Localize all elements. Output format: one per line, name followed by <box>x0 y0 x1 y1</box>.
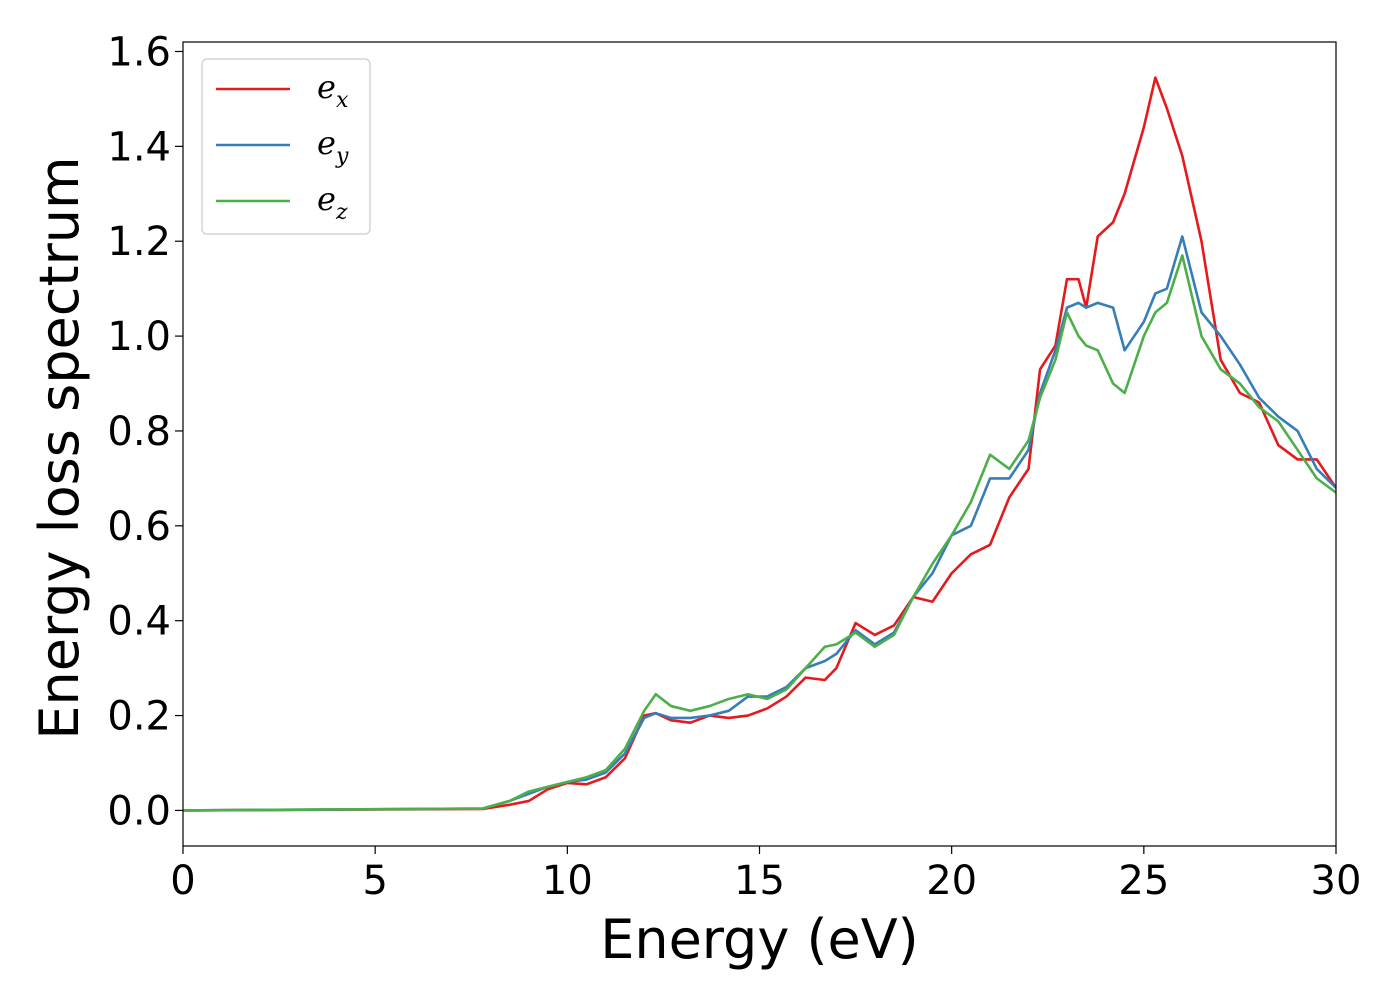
x-axis-title: Energy (eV) <box>600 908 919 971</box>
legend-label-base: e <box>317 124 336 162</box>
x-tick-label: 5 <box>362 858 387 904</box>
series-layer <box>183 76 1336 812</box>
y-tick-label: 0.0 <box>107 788 171 834</box>
y-tick-label: 0.4 <box>107 599 171 645</box>
legend-label-ez: ez <box>317 180 348 225</box>
x-tick-label: 10 <box>542 858 593 904</box>
x-tick-label: 15 <box>734 858 785 904</box>
series-line-ey <box>183 235 1336 812</box>
x-tick-label: 0 <box>170 858 195 904</box>
legend-label-ex: ex <box>317 68 349 113</box>
y-tick-label: 0.2 <box>107 694 171 740</box>
legend-label-subscript: x <box>336 88 349 113</box>
y-tick-label: 1.4 <box>107 124 171 170</box>
y-tick-label: 1.0 <box>107 314 171 360</box>
y-tick-label: 1.2 <box>107 219 171 265</box>
legend-box <box>201 58 371 235</box>
x-tick-label: 20 <box>926 858 977 904</box>
legend-label-base: e <box>317 180 336 218</box>
x-tick-label: 30 <box>1311 858 1362 904</box>
y-tick-label: 0.8 <box>107 409 171 455</box>
x-tick-label: 25 <box>1118 858 1169 904</box>
legend-label-base: e <box>317 68 336 106</box>
y-tick-label: 0.6 <box>107 504 171 550</box>
x-axis-ticks: 0 5 10 15 20 25 30 <box>170 846 1361 904</box>
legend-label-subscript: y <box>335 144 349 169</box>
y-axis-title: Energy loss spectrum <box>28 156 91 739</box>
legend-label-subscript: z <box>335 200 348 225</box>
legend-label-ey: ey <box>317 124 349 169</box>
y-axis-ticks: 0.0 0.2 0.4 0.6 0.8 1.0 1.2 1.4 1.6 <box>107 29 183 834</box>
series-line-ez <box>183 254 1336 812</box>
y-tick-label: 1.6 <box>107 29 171 75</box>
